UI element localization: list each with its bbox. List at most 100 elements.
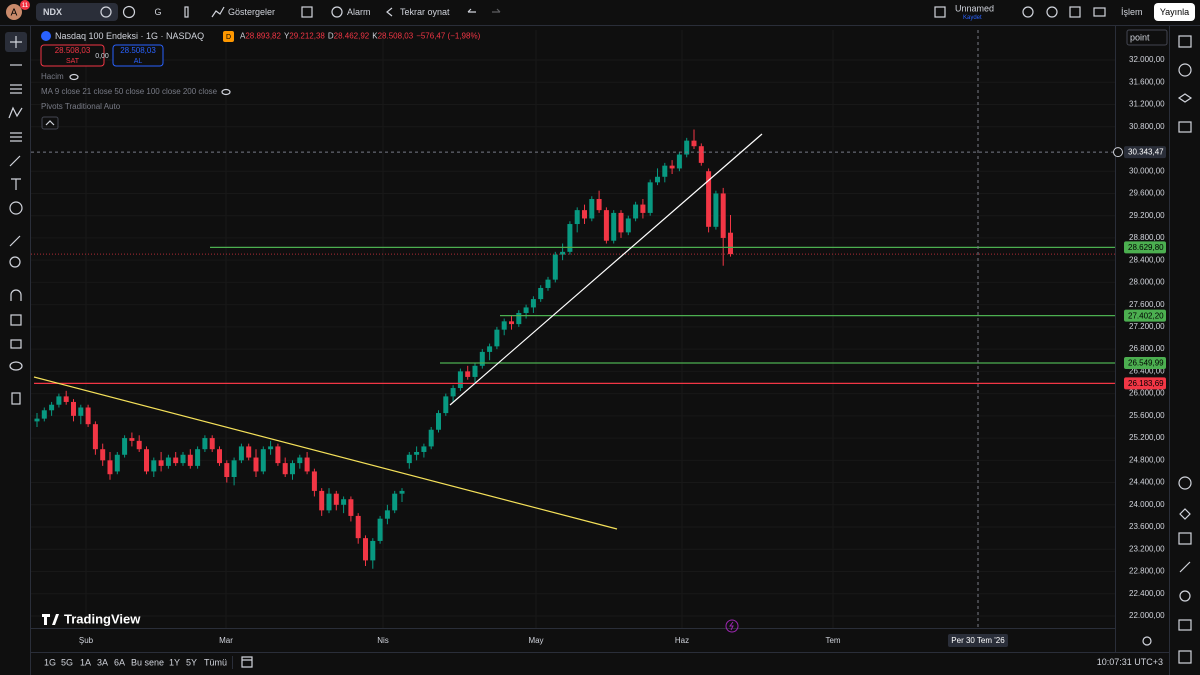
candle-body xyxy=(706,171,712,227)
range-button[interactable]: 1Y xyxy=(169,657,180,667)
range-button[interactable]: Tümü xyxy=(204,657,227,667)
y-tick-label: 30.800,00 xyxy=(1129,122,1165,131)
undo-icon[interactable] xyxy=(467,8,476,13)
candle-body xyxy=(311,471,317,491)
level-label: 26.183,69 xyxy=(1128,379,1164,388)
add-alert xyxy=(1113,147,1123,158)
lock-tool[interactable] xyxy=(10,339,22,349)
replay-button[interactable]: Tekrar oynat xyxy=(400,7,450,17)
chat-icon[interactable] xyxy=(1178,121,1192,133)
bell-icon[interactable] xyxy=(1179,590,1191,602)
range-button[interactable]: 3A xyxy=(97,657,108,667)
publish-button[interactable] xyxy=(1154,3,1195,21)
indicator-name[interactable]: Pivots Traditional Auto xyxy=(41,102,121,111)
y-tick-label: 32.000,00 xyxy=(1129,55,1165,64)
indicator-name[interactable]: Hacim xyxy=(41,72,64,81)
avatar[interactable] xyxy=(6,4,22,20)
layout-name[interactable]: Unnamed xyxy=(955,3,994,13)
buy-button[interactable] xyxy=(112,44,164,67)
eye-icon[interactable] xyxy=(221,88,231,96)
help-icon[interactable] xyxy=(1178,650,1192,664)
snapshot-icon[interactable] xyxy=(1093,7,1106,17)
channel-tool[interactable] xyxy=(10,84,22,94)
range-button[interactable]: 1A xyxy=(80,657,91,667)
candle-body xyxy=(238,446,244,461)
save-label[interactable]: Kaydet xyxy=(963,15,982,21)
candle-body xyxy=(603,210,609,241)
add-icon[interactable] xyxy=(122,5,136,19)
hide-tool[interactable] xyxy=(9,361,23,371)
alarm-button[interactable]: Alarm xyxy=(347,7,371,17)
axis-mode-box[interactable] xyxy=(1126,29,1168,46)
layers-icon[interactable] xyxy=(1177,93,1193,103)
axis-settings[interactable] xyxy=(1142,636,1152,646)
symbol-search[interactable] xyxy=(36,3,118,21)
range-button[interactable]: 6A xyxy=(114,657,125,667)
brand: TradingView xyxy=(64,611,141,626)
eye-icon[interactable] xyxy=(69,73,79,81)
trend-line[interactable] xyxy=(449,133,763,406)
candle-body xyxy=(355,515,361,539)
text-tool[interactable] xyxy=(11,178,21,190)
candle-body xyxy=(676,154,682,169)
candle-body xyxy=(399,490,405,494)
candle-body xyxy=(370,540,376,561)
candle-body xyxy=(333,493,339,505)
crosshair-tool[interactable] xyxy=(10,36,22,48)
candle-body xyxy=(596,199,602,211)
collapse-button[interactable] xyxy=(41,116,59,130)
candle-body xyxy=(538,287,544,300)
candle-body xyxy=(85,407,91,425)
event-icon[interactable] xyxy=(725,619,739,633)
crosshair-date-box xyxy=(948,634,1008,647)
ruler-tool[interactable] xyxy=(9,235,21,247)
zoom-tool[interactable] xyxy=(9,256,21,268)
range-button[interactable]: 5Y xyxy=(186,657,197,667)
watchlist-icon[interactable] xyxy=(1178,35,1192,48)
range-button[interactable]: 1G xyxy=(44,657,56,667)
candle-body xyxy=(78,407,84,416)
sell-button[interactable] xyxy=(40,44,105,67)
x-tick-label: Haz xyxy=(675,636,689,645)
indicator-name[interactable]: MA 9 close 21 close 50 close 100 close 2… xyxy=(41,87,218,96)
interval[interactable]: G xyxy=(154,7,161,17)
pattern-tool[interactable] xyxy=(8,106,23,119)
search-icon[interactable] xyxy=(1022,6,1034,18)
date-range-icon[interactable] xyxy=(241,656,253,668)
tool-icon[interactable] xyxy=(1179,508,1191,520)
candle-body xyxy=(231,460,237,477)
candle-body xyxy=(384,510,390,519)
alerts-icon[interactable] xyxy=(1178,63,1192,77)
emoji-tool[interactable] xyxy=(9,201,23,215)
candle-body xyxy=(640,204,646,213)
y-tick-label: 30.000,00 xyxy=(1129,166,1165,175)
candle-body xyxy=(582,210,587,219)
badge-box xyxy=(223,31,234,42)
target-icon[interactable] xyxy=(1178,476,1192,490)
brush-tool[interactable] xyxy=(9,155,21,167)
chart-type-icon[interactable] xyxy=(184,6,189,18)
candle-body xyxy=(151,460,157,472)
candle-body xyxy=(122,438,128,455)
delete-tool[interactable] xyxy=(11,392,21,405)
candle-body xyxy=(363,538,368,561)
settings-icon[interactable] xyxy=(1046,6,1058,18)
trend-line[interactable] xyxy=(33,376,618,530)
candle-body xyxy=(530,299,536,308)
trade-button[interactable]: İşlem xyxy=(1121,7,1143,17)
indicators-button[interactable]: Göstergeler xyxy=(228,7,275,17)
fullscreen-icon[interactable] xyxy=(1069,6,1081,18)
calendar-icon[interactable] xyxy=(1178,532,1192,545)
magnet-tool[interactable] xyxy=(10,289,22,301)
range-button[interactable]: Bu sene xyxy=(131,657,164,667)
candle-body xyxy=(297,457,303,464)
range-button[interactable]: 5G xyxy=(61,657,73,667)
candle-body xyxy=(428,429,434,447)
signal-icon[interactable] xyxy=(1179,561,1191,573)
fib-tool[interactable] xyxy=(10,132,22,142)
redo-icon[interactable] xyxy=(492,8,501,13)
notes-icon[interactable] xyxy=(1178,619,1192,631)
layouts-icon[interactable] xyxy=(301,6,313,18)
level-label-box xyxy=(1124,377,1166,390)
lock-draw-tool[interactable] xyxy=(10,314,22,326)
